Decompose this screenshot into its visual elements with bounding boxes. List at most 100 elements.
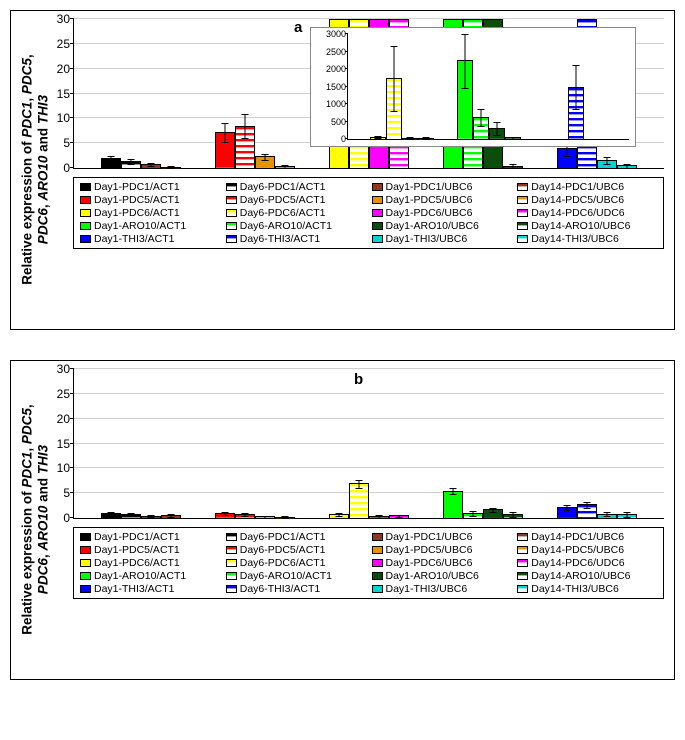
legend-item: Day6-THI3/ACT1 [226,233,366,245]
legend-item: Day6-PDC6/ACT1 [226,207,366,219]
legend-label: Day1-PDC5/ACT1 [94,194,180,206]
panel-a: Relative expression of PDC1, PDC5,PDC6, … [10,10,675,330]
bar [255,156,275,168]
legend-swatch [80,559,91,567]
legend-label: Day1-PDC6/UBC6 [386,207,473,219]
legend-label: Day1-PDC5/ACT1 [94,544,180,556]
ytick-label: 0 [63,511,74,525]
bar [275,517,295,518]
bar-group [84,19,198,168]
bar [101,158,121,168]
legend-swatch [517,235,528,243]
bar [505,137,521,139]
bar [161,515,181,518]
legend-swatch [80,572,91,580]
legend-label: Day14-PDC5/UBC6 [531,544,624,556]
legend-item: Day6-PDC6/ACT1 [226,557,366,569]
legend-item: Day14-ARO10/UBC6 [517,570,657,582]
bar-group [426,369,540,518]
bar [235,514,255,518]
bar [255,516,275,518]
legend-label: Day1-THI3/ACT1 [94,233,175,245]
legend-swatch [80,546,91,554]
plot-a: a 050010001500200025003000 051015202530 [73,19,664,169]
legend-label: Day6-PDC6/ACT1 [240,207,326,219]
bar [215,513,235,518]
legend-item: Day1-ARO10/UBC6 [372,570,512,582]
legend-swatch [372,533,383,541]
ytick-label: 10 [57,461,74,475]
legend-item: Day1-PDC5/ACT1 [80,544,220,556]
legend-item: Day1-PDC1/ACT1 [80,531,220,543]
legend-item: Day6-PDC1/ACT1 [226,531,366,543]
inset-ytick-label: 2500 [326,47,348,57]
bar-group [198,369,312,518]
legend-swatch [80,585,91,593]
legend-label: Day14-THI3/UBC6 [531,583,619,595]
legend-swatch [372,572,383,580]
bar [557,148,577,168]
legend-item: Day1-PDC6/UBC6 [372,207,512,219]
legend-label: Day14-PDC6/UDC6 [531,207,624,219]
legend-label: Day6-ARO10/ACT1 [240,220,332,232]
bar [489,128,505,139]
ytick-label: 15 [57,87,74,101]
ytick-label: 0 [63,161,74,175]
legend-item: Day14-PDC5/UBC6 [517,194,657,206]
legend-swatch [80,533,91,541]
legend-item: Day14-PDC1/UBC6 [517,181,657,193]
legend-item: Day1-ARO10/UBC6 [372,220,512,232]
bar-group [358,34,445,139]
legend-item: Day14-PDC1/UBC6 [517,531,657,543]
ylabel-text-b: Relative expression of PDC1, PDC5,PDC6, … [19,405,50,635]
legend-label: Day14-PDC5/UBC6 [531,194,624,206]
bar [121,514,141,518]
legend-item: Day1-PDC6/ACT1 [80,207,220,219]
legend-swatch [372,546,383,554]
ytick-label: 5 [63,486,74,500]
bar-group [445,34,532,139]
bar [503,514,523,518]
legend-item: Day1-THI3/ACT1 [80,233,220,245]
legend-label: Day1-PDC5/UBC6 [386,544,473,556]
inset-ytick-label: 3000 [326,29,348,39]
legend-swatch [226,235,237,243]
legend-label: Day14-PDC1/UBC6 [531,181,624,193]
legend-swatch [226,222,237,230]
bar [402,138,418,139]
legend-label: Day1-PDC1/ACT1 [94,181,180,193]
ytick-label: 30 [57,362,74,376]
ylabel-text-a: Relative expression of PDC1, PDC5,PDC6, … [19,55,50,285]
legend-swatch [372,209,383,217]
panel-b: Relative expression of PDC1, PDC5,PDC6, … [10,360,675,680]
ytick-label: 10 [57,111,74,125]
bar [463,513,483,518]
legend-swatch [226,209,237,217]
inset-ytick-label: 500 [331,117,348,127]
legend-label: Day1-THI3/UBC6 [386,233,468,245]
legend-label: Day1-PDC6/UBC6 [386,557,473,569]
bar [370,137,386,139]
legend-item: Day1-PDC5/UBC6 [372,194,512,206]
legend-item: Day14-PDC6/UDC6 [517,557,657,569]
bar [386,78,402,139]
bar [329,514,349,518]
legend-item: Day1-PDC5/ACT1 [80,194,220,206]
legend-label: Day1-THI3/UBC6 [386,583,468,595]
inset-ytick-label: 0 [341,134,348,144]
legend-swatch [517,533,528,541]
bar [141,164,161,168]
legend-swatch [80,183,91,191]
legend-label: Day1-ARO10/UBC6 [386,220,479,232]
legend-label: Day1-THI3/ACT1 [94,583,175,595]
bar-group [532,34,619,139]
ytick-label: 25 [57,387,74,401]
legend-swatch [517,559,528,567]
legend-label: Day1-PDC5/UBC6 [386,194,473,206]
bar [597,160,617,168]
legend-swatch [80,209,91,217]
legend-item: Day14-ARO10/UBC6 [517,220,657,232]
bar [418,138,434,139]
bar [235,126,255,168]
legend-item: Day1-PDC6/ACT1 [80,557,220,569]
